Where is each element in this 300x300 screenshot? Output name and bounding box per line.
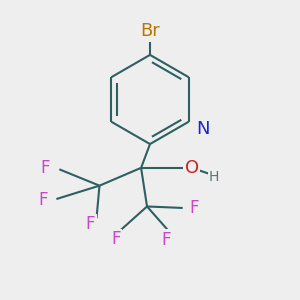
Text: O: O <box>184 159 199 177</box>
Text: F: F <box>38 191 48 209</box>
Text: F: F <box>162 231 171 249</box>
Text: F: F <box>190 199 199 217</box>
Text: F: F <box>86 215 95 233</box>
Text: F: F <box>40 159 50 177</box>
Text: Br: Br <box>140 22 160 40</box>
Text: F: F <box>111 230 121 248</box>
Text: H: H <box>209 170 219 184</box>
Text: N: N <box>197 120 210 138</box>
